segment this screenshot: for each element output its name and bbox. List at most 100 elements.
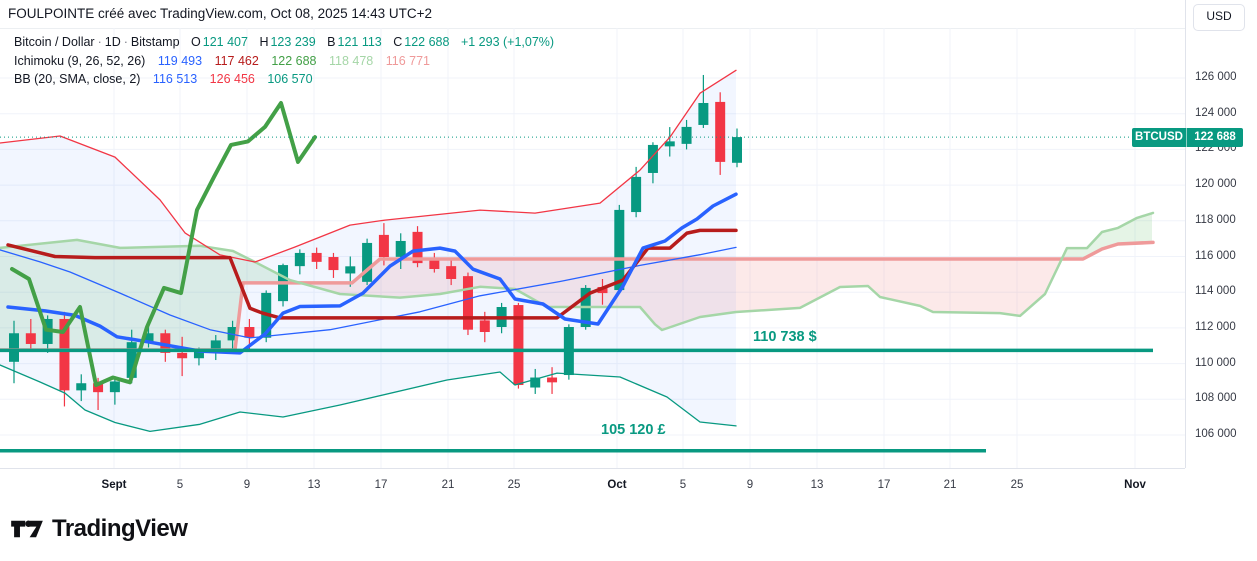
price-axis-label: 114 000 — [1195, 285, 1236, 298]
candle-body — [76, 383, 87, 391]
candle-body — [160, 333, 171, 353]
bb-basis-value: 116 513 — [152, 72, 198, 86]
ohlc-high: H 123 239 — [259, 35, 316, 49]
exchange[interactable]: Bitstamp — [130, 35, 180, 49]
bollinger-lower-line — [0, 364, 737, 433]
candle-body — [244, 327, 255, 338]
price-axis-label: 126 000 — [1195, 71, 1237, 83]
ichimoku-lead-a-value: 118 478 — [328, 53, 374, 68]
ohlc-low: B 121 113 — [327, 35, 382, 49]
price-axis-label: 124 000 — [1195, 106, 1237, 119]
ichimoku-row[interactable]: Ichimoku (9, 26, 52, 26) 119 493 117 462… — [14, 52, 554, 71]
bb-upper-value: 126 456 — [209, 72, 255, 86]
candle-body — [93, 383, 104, 393]
time-axis-month-label: Sept — [101, 479, 127, 491]
time-axis-label: 25 — [507, 479, 521, 491]
candle-body — [294, 252, 305, 267]
candle-body — [395, 240, 406, 257]
tradingview-logo[interactable]: TradingView — [10, 515, 188, 543]
price-axis-label: 116 000 — [1195, 249, 1236, 262]
time-axis-label: 13 — [307, 479, 321, 491]
price-axis-label: 112 000 — [1195, 320, 1236, 333]
change-value: +1 293 (+1,07%) — [460, 35, 555, 49]
price-tag-divider — [1186, 127, 1187, 147]
cloud-fill-bullish — [1064, 213, 1152, 259]
candle-body — [126, 342, 137, 378]
cloud-fill-bullish — [0, 240, 304, 350]
bb-label: BB (20, SMA, close, 2) — [14, 72, 141, 86]
time-axis[interactable]: Sept 5 9 13 17 21 25 Oct 5 9 13 17 21 25 Nov — [0, 468, 1185, 503]
ichimoku-lagging-line — [10, 101, 317, 387]
ichimoku-conversion-value: 119 493 — [157, 53, 203, 68]
ohlc-close: C 122 688 — [393, 35, 450, 49]
bollinger-basis-line — [0, 246, 737, 339]
ichimoku-base-value: 117 462 — [214, 53, 259, 68]
candle-body — [664, 141, 675, 147]
time-axis-label: 5 — [679, 479, 687, 491]
candle-body — [732, 137, 743, 163]
bb-lower-value: 106 570 — [267, 72, 313, 86]
candle-body — [9, 333, 19, 362]
ichimoku-lagging-value: 122 688 — [271, 53, 317, 68]
last-price-symbol: BTCUSD — [1135, 130, 1183, 143]
price-axis-label: 120 000 — [1195, 178, 1237, 191]
candle-body — [328, 257, 339, 271]
symbol-name[interactable]: Bitcoin / Dollar — [14, 35, 95, 49]
time-axis-label: 17 — [374, 479, 388, 491]
time-axis-label: 13 — [810, 479, 824, 491]
candle-body — [311, 252, 322, 262]
time-axis-label: 9 — [746, 479, 754, 491]
last-price-value: 122 688 — [1194, 130, 1236, 143]
header-separator — [0, 28, 1257, 29]
time-axis-label: 5 — [176, 479, 184, 491]
candle-body — [143, 333, 154, 343]
candle-body — [59, 318, 70, 391]
chart-attribution: FOULPOINTE créé avec TradingView.com, Oc… — [8, 6, 433, 21]
price-axis-label: 110 000 — [1195, 356, 1236, 369]
candle-body — [25, 333, 36, 344]
price-chart-canvas[interactable] — [0, 0, 1185, 468]
candle-body — [345, 266, 356, 274]
ichimoku-lead-a-line — [0, 211, 1155, 332]
candle-body — [530, 377, 541, 388]
candle-body — [647, 144, 658, 173]
price-axis-label: 118 000 — [1195, 213, 1236, 226]
time-axis-label: 21 — [943, 479, 957, 491]
ichimoku-lead-b-line — [0, 240, 1155, 352]
candle-body — [446, 266, 457, 279]
price-axis-label: 108 000 — [1195, 392, 1237, 405]
time-axis-label: 17 — [877, 479, 891, 491]
horizontal-ray-label-110738[interactable]: 110 738 $ — [753, 329, 817, 345]
candle-body — [614, 209, 625, 291]
tradingview-logo-text: TradingView — [52, 515, 188, 542]
time-axis-label: 9 — [243, 479, 251, 491]
cloud-fill-bearish — [304, 254, 1064, 330]
price-axis[interactable]: USD 126 000 124 000 122 000 120 000 118 000 1… — [1185, 0, 1257, 468]
time-axis-label: 21 — [441, 479, 455, 491]
candle-body — [547, 377, 558, 383]
candle-body — [109, 381, 120, 393]
candle-body — [681, 126, 692, 144]
last-price-tag: BTCUSD 122 688 — [1132, 127, 1243, 147]
time-axis-label: 25 — [1010, 479, 1024, 491]
time-axis-month-label: Oct — [607, 479, 627, 491]
candle-body — [462, 276, 473, 330]
candle-body — [362, 242, 373, 282]
currency-toggle-button[interactable]: USD — [1193, 4, 1245, 31]
price-axis-label: 106 000 — [1195, 428, 1237, 440]
timeframe[interactable]: 1D — [104, 35, 121, 49]
horizontal-ray-label-105120[interactable]: 105 120 £ — [601, 422, 666, 438]
candle-body — [429, 259, 440, 269]
candle-body — [378, 234, 389, 258]
candle-body — [193, 351, 204, 359]
ohlc-open: O 121 407 — [191, 35, 248, 49]
ichimoku-lead-b-value: 116 771 — [385, 53, 430, 68]
candle-body — [210, 340, 221, 352]
candle-body — [479, 320, 490, 333]
candle-body — [177, 352, 188, 359]
bb-row[interactable]: BB (20, SMA, close, 2) 116 513 126 456 1… — [14, 70, 554, 89]
bollinger-upper-line — [0, 69, 737, 263]
candle-body — [412, 231, 423, 264]
